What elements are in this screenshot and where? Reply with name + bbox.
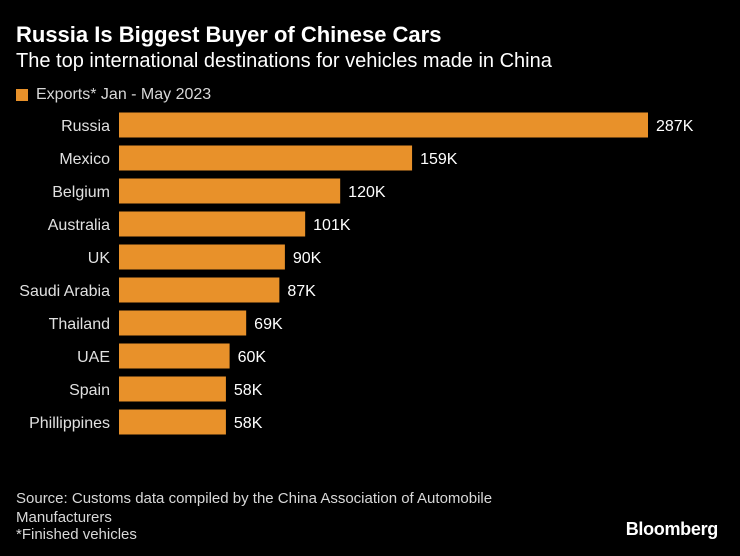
legend: Exports* Jan - May 2023 bbox=[16, 85, 211, 105]
category-label: Thailand bbox=[49, 316, 110, 333]
chart-subtitle: The top international destinations for v… bbox=[16, 50, 552, 72]
bar bbox=[119, 145, 413, 171]
value-label: 60K bbox=[238, 349, 267, 366]
bar bbox=[119, 376, 226, 402]
source-note: Source: Customs data compiled by the Chi… bbox=[16, 490, 493, 526]
bar bbox=[119, 178, 341, 204]
bloomberg-logo: Bloomberg bbox=[625, 519, 719, 539]
value-label: 120K bbox=[348, 184, 386, 201]
category-label: UAE bbox=[77, 349, 110, 366]
value-label: 58K bbox=[234, 415, 263, 432]
category-label: Belgium bbox=[52, 184, 110, 201]
chart-title: Russia Is Biggest Buyer of Chinese Cars bbox=[16, 22, 442, 47]
category-label: UK bbox=[88, 250, 111, 267]
bar bbox=[119, 277, 280, 303]
value-label: 90K bbox=[293, 250, 322, 267]
bar bbox=[119, 112, 648, 138]
category-label: Phillippines bbox=[29, 415, 110, 432]
value-label: 69K bbox=[254, 316, 283, 333]
bar bbox=[119, 409, 226, 435]
value-label: 101K bbox=[313, 217, 351, 234]
bar-chart: Russia 287K Mexico 159K Belgium 120K Australia… bbox=[19, 112, 694, 435]
category-label: Mexico bbox=[59, 151, 110, 168]
legend-label: Exports* Jan - May 2023 bbox=[36, 86, 212, 103]
bar bbox=[119, 343, 230, 369]
value-label: 159K bbox=[420, 151, 458, 168]
bar bbox=[119, 244, 285, 270]
value-label: 287K bbox=[656, 118, 694, 135]
category-label: Spain bbox=[69, 382, 110, 399]
footnote: *Finished vehicles bbox=[16, 526, 137, 543]
bar bbox=[119, 211, 306, 237]
bar bbox=[119, 310, 247, 336]
value-label: 87K bbox=[287, 283, 316, 300]
legend-swatch bbox=[16, 89, 28, 101]
value-label: 58K bbox=[234, 382, 263, 399]
category-label: Saudi Arabia bbox=[19, 283, 110, 300]
category-label: Australia bbox=[48, 217, 110, 234]
category-label: Russia bbox=[61, 118, 110, 135]
